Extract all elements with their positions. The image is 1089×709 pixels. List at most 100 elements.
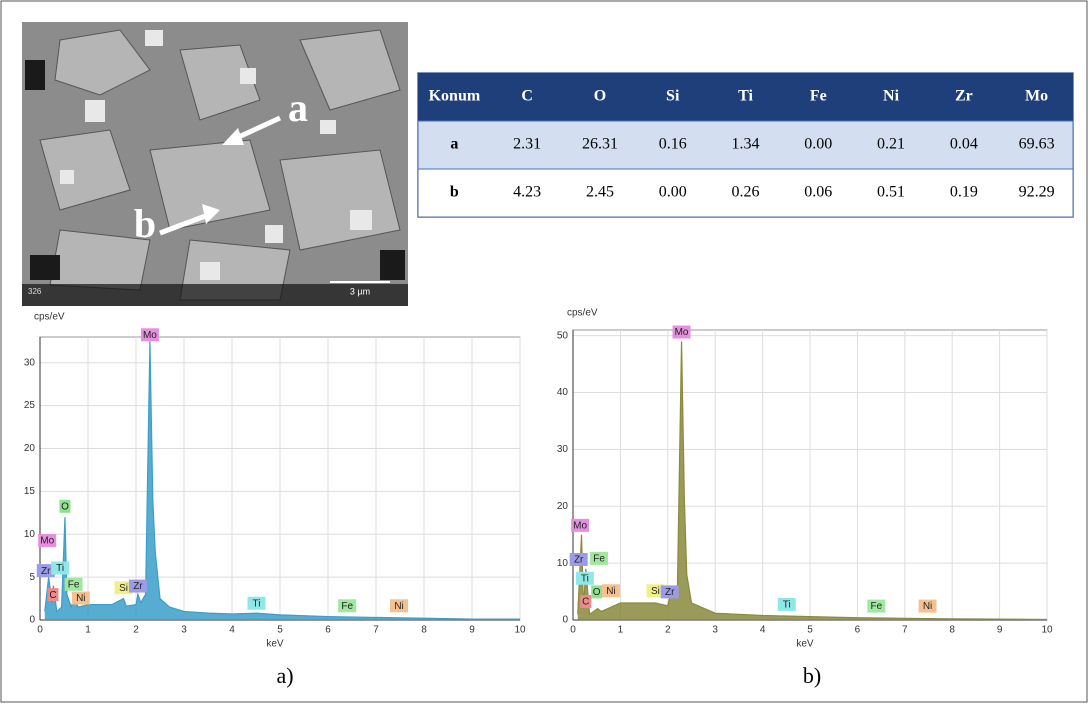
y-tick-label: 20 — [557, 501, 569, 512]
x-tick-label: 8 — [949, 625, 955, 636]
header-cell: Si — [666, 88, 680, 105]
peak-label: Ti — [783, 600, 791, 611]
caption: a) — [276, 663, 293, 688]
y-tick-label: 0 — [29, 615, 35, 626]
table-cell: 1.34 — [732, 136, 760, 153]
crystal — [240, 68, 256, 84]
table-cell: a — [450, 136, 458, 153]
peak-label: Mo — [143, 330, 157, 341]
pore — [30, 255, 60, 280]
table-cell: 4.23 — [513, 184, 541, 201]
x-tick-label: 6 — [855, 625, 861, 636]
peak-label: Ti — [252, 598, 260, 609]
header-cell: Ti — [738, 88, 753, 105]
peak-label: Fe — [68, 579, 80, 590]
y-tick-label: 10 — [557, 558, 569, 569]
peak-label: Zr — [665, 587, 675, 598]
crystal — [60, 170, 74, 184]
image-id: 326 — [28, 287, 42, 296]
crystal — [145, 30, 163, 46]
peak-label: Ni — [394, 601, 403, 612]
table-cell: 0.19 — [950, 184, 978, 201]
x-tick-label: 7 — [373, 625, 379, 636]
y-tick-label: 25 — [24, 400, 36, 411]
peak-label: O — [61, 501, 69, 512]
x-tick-label: 4 — [229, 625, 235, 636]
y-tick-label: 15 — [24, 486, 36, 497]
header-cell: Zr — [955, 88, 973, 105]
header-cell: Fe — [810, 88, 827, 105]
y-axis-label: cps/eV — [567, 308, 598, 319]
table-cell: 2.31 — [513, 136, 541, 153]
peak-label: C — [49, 590, 56, 601]
peak-label: Ni — [76, 593, 85, 604]
pore — [380, 250, 405, 280]
x-tick-label: 2 — [665, 625, 671, 636]
figure: 326 3 µm a b KonumCOSiTiFeNiZrMoa2.3126.… — [0, 0, 1089, 704]
table-cell: b — [450, 184, 459, 201]
header-cell: Mo — [1025, 88, 1048, 105]
peak-label: Mo — [573, 521, 587, 532]
peak-label: Mo — [675, 327, 689, 338]
x-tick-label: 6 — [325, 625, 331, 636]
crystal — [265, 225, 283, 243]
site-label: b — [134, 201, 156, 246]
crystal — [200, 262, 220, 280]
peak-label: Ni — [923, 601, 932, 612]
x-tick-label: 9 — [997, 625, 1003, 636]
x-tick-label: 1 — [618, 625, 624, 636]
y-axis-label: cps/eV — [34, 312, 65, 323]
peak-label: O — [593, 587, 601, 598]
x-tick-label: 0 — [570, 625, 576, 636]
peak-label: C — [582, 597, 589, 608]
peak-label: Fe — [593, 553, 605, 564]
peak-label: Si — [651, 586, 660, 597]
table-cell: 0.00 — [804, 136, 832, 153]
table-cell: 0.04 — [950, 136, 978, 153]
y-tick-label: 0 — [562, 615, 568, 626]
x-tick-label: 10 — [514, 625, 526, 636]
table-cell: 92.29 — [1019, 184, 1055, 201]
scale-label: 3 µm — [350, 286, 370, 296]
x-tick-label: 9 — [469, 625, 475, 636]
table-cell: 2.45 — [586, 184, 614, 201]
peak-label: Ni — [606, 586, 615, 597]
x-tick-label: 5 — [277, 625, 283, 636]
table-cell: 0.16 — [659, 136, 687, 153]
x-tick-label: 10 — [1041, 625, 1053, 636]
x-axis-label: keV — [266, 639, 284, 650]
table-cell: 69.63 — [1019, 136, 1055, 153]
table-cell: 0.06 — [804, 184, 832, 201]
header-cell: Ni — [883, 88, 900, 105]
peak-label: Zr — [574, 555, 584, 566]
y-tick-label: 10 — [24, 529, 36, 540]
x-tick-label: 3 — [181, 625, 187, 636]
x-tick-label: 4 — [760, 625, 766, 636]
y-tick-label: 40 — [557, 387, 569, 398]
y-tick-label: 5 — [29, 572, 35, 583]
crystal — [350, 210, 372, 230]
table-cell: 0.21 — [877, 136, 905, 153]
y-tick-label: 20 — [24, 443, 36, 454]
table-cell: 26.31 — [582, 136, 618, 153]
peak-label: Zr — [133, 581, 143, 592]
table-cell: 0.26 — [732, 184, 760, 201]
x-tick-label: 7 — [902, 625, 908, 636]
peak-label: Fe — [871, 601, 883, 612]
y-tick-label: 30 — [557, 444, 569, 455]
crystal — [85, 100, 105, 122]
sem-image: 326 3 µm a b — [22, 22, 408, 306]
header-cell: Konum — [429, 88, 481, 105]
peak-label: Ti — [581, 573, 589, 584]
x-tick-label: 3 — [712, 625, 718, 636]
pore — [25, 60, 45, 90]
y-tick-label: 30 — [24, 357, 36, 368]
y-tick-label: 50 — [557, 330, 569, 341]
x-tick-label: 0 — [37, 625, 43, 636]
x-tick-label: 1 — [85, 625, 91, 636]
peak-label: Si — [119, 583, 128, 594]
x-tick-label: 8 — [421, 625, 427, 636]
caption: b) — [803, 663, 821, 688]
x-tick-label: 5 — [807, 625, 813, 636]
